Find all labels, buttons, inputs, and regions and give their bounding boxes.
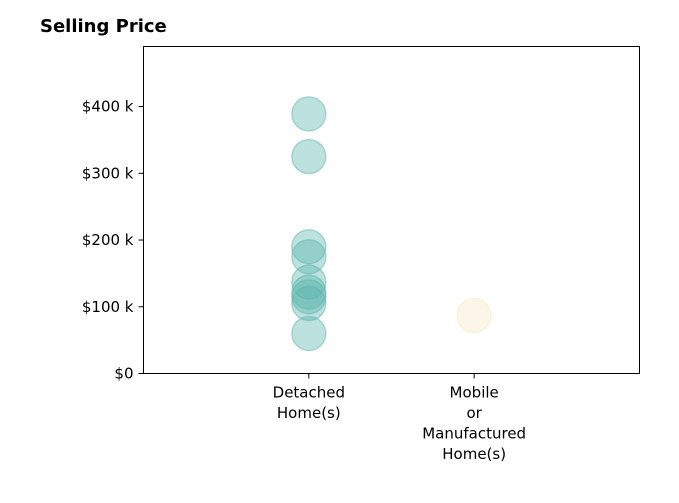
data-point [291, 96, 327, 132]
data-point [291, 285, 327, 322]
data-point [456, 297, 492, 334]
data-point [291, 315, 327, 352]
data-point [291, 238, 327, 275]
x-tick-label: Detached Home(s) [273, 384, 345, 423]
plot-area-frame [143, 46, 640, 374]
y-tick-label: $300 k [82, 164, 134, 182]
data-point [291, 279, 327, 315]
points-layer [291, 96, 492, 352]
y-tick-label: $0 [114, 365, 133, 383]
data-point [291, 228, 327, 265]
x-tick-label: Mobile or Manufactured Home(s) [422, 384, 526, 464]
chart-title: Selling Price [40, 16, 167, 37]
y-tick-label: $400 k [82, 98, 134, 116]
data-point [291, 138, 327, 175]
y-tick-label: $200 k [82, 231, 134, 249]
y-axis: $0 $100 k $200 k $300 k $400 k [82, 98, 144, 383]
data-point [291, 264, 327, 300]
y-tick-label: $100 k [82, 298, 134, 316]
data-point [291, 274, 327, 310]
x-axis: Detached Home(s) Mobile or Manufactured Home(… [273, 373, 526, 464]
